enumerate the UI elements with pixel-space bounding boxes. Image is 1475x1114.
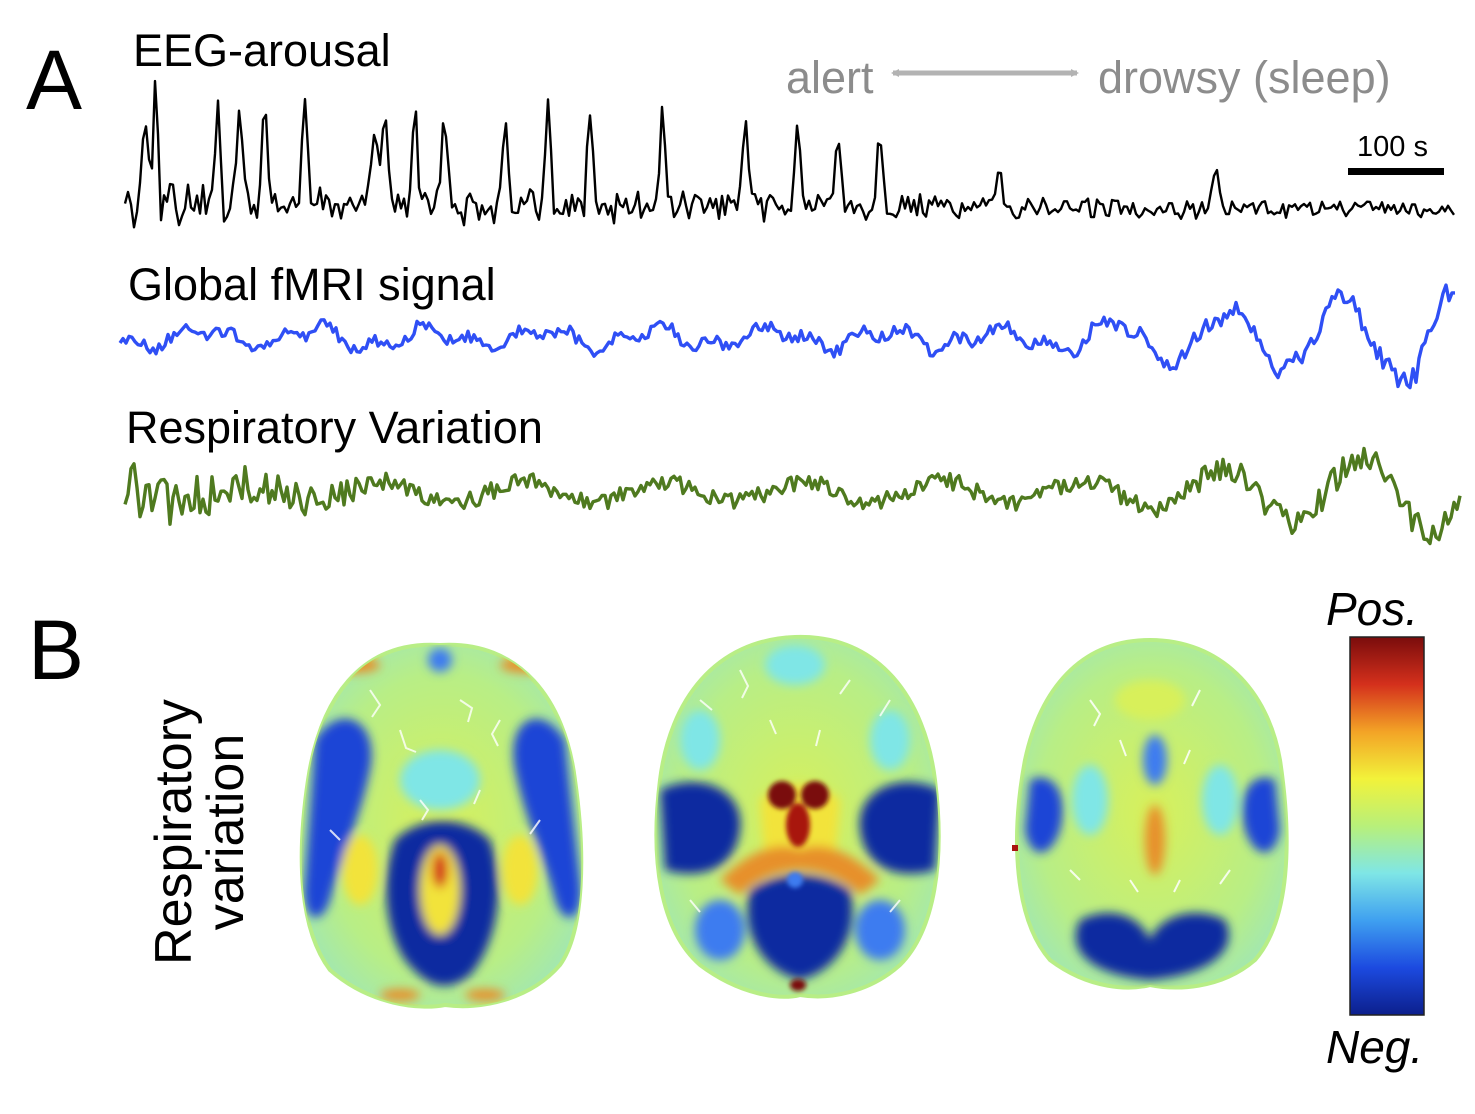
drowsy-label: drowsy (sleep) [1098,52,1391,103]
respiratory-variation-trace [123,446,1462,546]
respiratory-variation-title: Respiratory Variation [126,402,543,453]
scale-bar-label: 100 s [1357,131,1428,163]
global-fmri-title: Global fMRI signal [128,259,496,310]
colorbar-bottom-label: Neg. [1326,1021,1424,1073]
panel-letter-a: A [26,33,83,127]
global-fmri-trace [118,283,1455,390]
eeg-arousal-trace [123,79,1455,229]
colorbar-top-label: Pos. [1326,583,1419,635]
scale-bar [1348,168,1444,175]
colorbar [1349,636,1425,1016]
eeg-arousal-title: EEG-arousal [133,25,391,76]
brain-slice-inferior [299,642,584,1009]
brain-slice-middle [654,634,941,999]
brain-slice-superior [1012,637,1289,990]
alert-label: alert [786,52,874,103]
panel-letter-b: B [28,603,85,697]
